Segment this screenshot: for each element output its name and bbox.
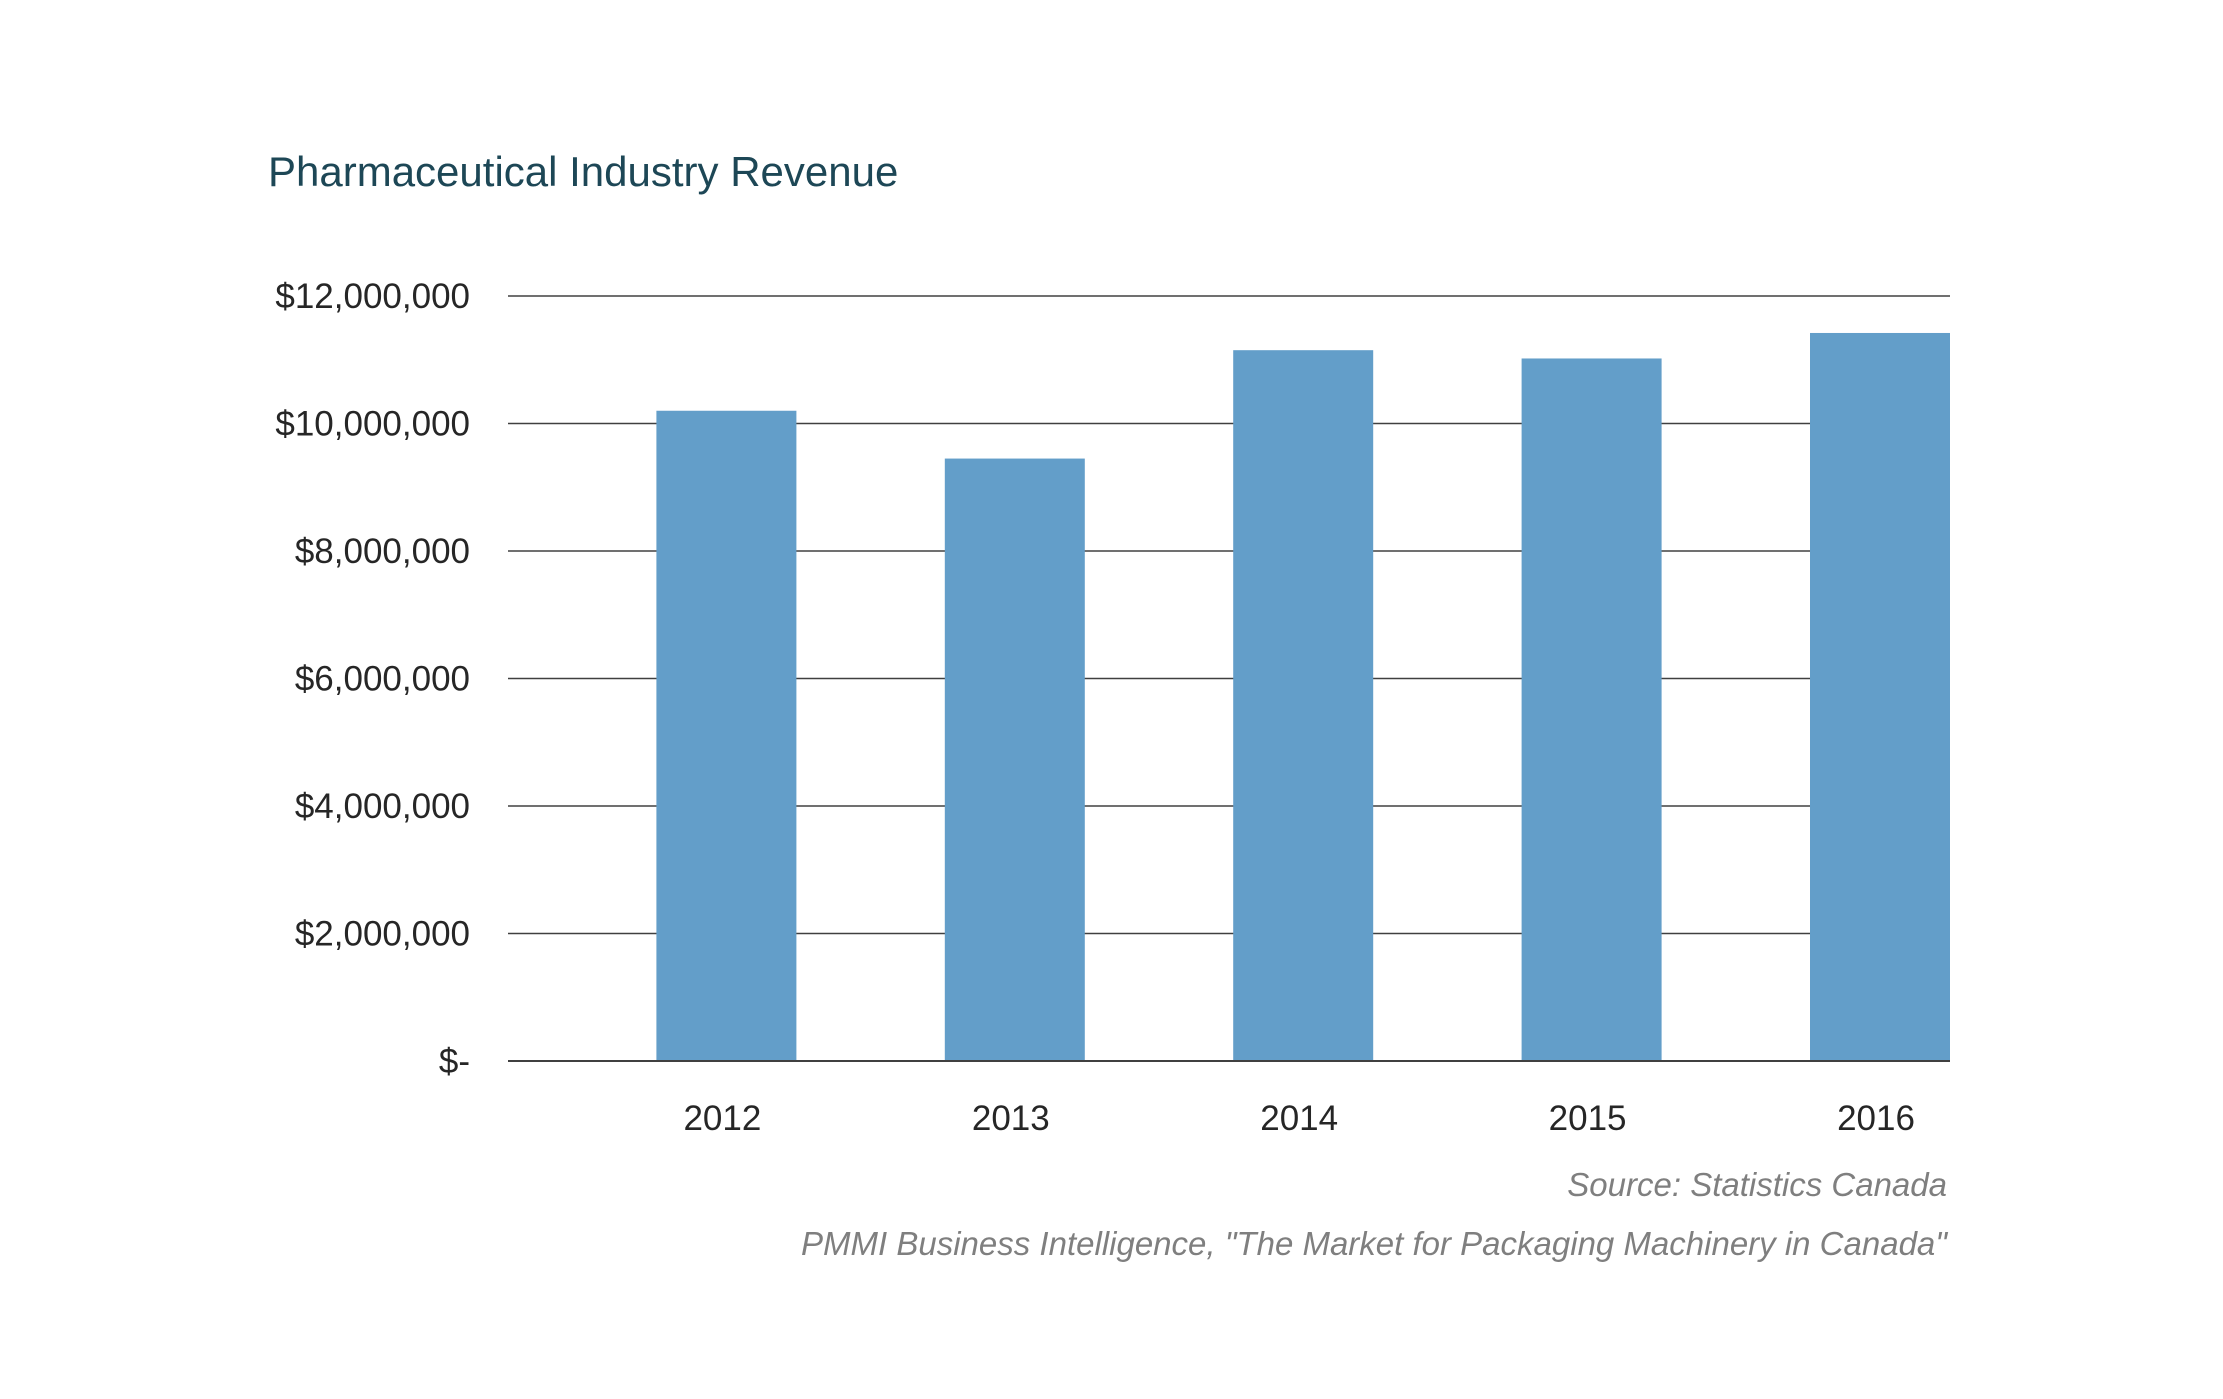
x-tick-labels: 2012 2013 2014 2015 2016	[683, 1099, 1914, 1138]
y-tick-label: $-	[439, 1042, 470, 1081]
citation-note: PMMI Business Intelligence, "The Market …	[801, 1225, 1947, 1262]
chart-title: Pharmaceutical Industry Revenue	[268, 148, 899, 195]
x-tick-label: 2015	[1549, 1099, 1627, 1138]
bar-2016	[1810, 332, 1950, 1062]
y-tick-label: $12,000,000	[275, 277, 470, 316]
bar-2013	[944, 458, 1085, 1061]
y-tick-labels: $- $2,000,000 $4,000,000 $6,000,000 $8,000,0…	[275, 277, 470, 1081]
bar-2012	[656, 410, 797, 1061]
y-tick-label: $6,000,000	[295, 660, 470, 699]
x-tick-label: 2013	[972, 1099, 1050, 1138]
x-tick-label: 2012	[683, 1099, 761, 1138]
bars	[656, 332, 1950, 1062]
y-tick-label: $8,000,000	[295, 532, 470, 571]
x-tick-label: 2014	[1260, 1099, 1338, 1138]
y-tick-label: $2,000,000	[295, 915, 470, 954]
bar-2014	[1233, 350, 1374, 1061]
y-tick-label: $10,000,000	[275, 405, 470, 444]
x-tick-label: 2016	[1837, 1099, 1915, 1138]
source-note: Source: Statistics Canada	[1567, 1166, 1947, 1203]
bar-2015	[1521, 358, 1662, 1062]
y-tick-label: $4,000,000	[295, 787, 470, 826]
